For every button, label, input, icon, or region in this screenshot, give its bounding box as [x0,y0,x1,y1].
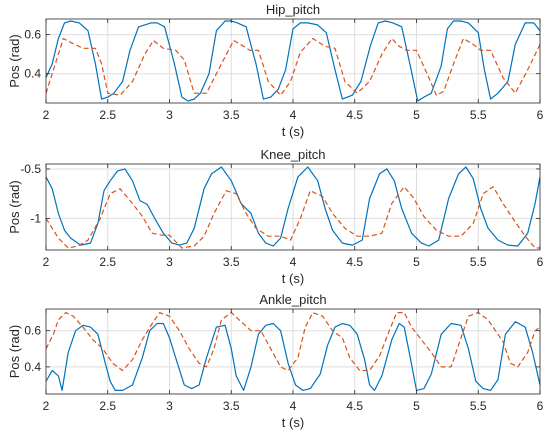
knee-pitch-y-tick-label: -0.5 [20,162,41,176]
ankle-pitch-x-tick-label: 5.5 [470,399,487,413]
knee-pitch-x-tick-label: 6 [537,255,544,269]
knee-pitch-title: Knee_pitch [260,147,325,162]
hip-pitch-series-dashed-line [46,37,540,96]
ankle-pitch-x-tick-label: 2 [43,399,50,413]
knee-pitch-x-tick-label: 3 [166,255,173,269]
ankle-pitch-x-axis-label: t (s) [282,415,304,430]
knee-pitch-x-tick-label: 2 [43,255,50,269]
hip-pitch-y-tick-label: 0.6 [24,28,41,42]
knee-pitch-x-tick-label: 4 [290,255,297,269]
ankle-pitch-title: Ankle_pitch [259,292,326,307]
hip-pitch-x-tick-label: 5.5 [470,108,487,122]
knee-pitch-series-dashed-line [46,186,540,249]
hip-pitch-x-tick-label: 3 [166,108,173,122]
ankle-pitch-x-tick-label: 4.5 [346,399,363,413]
knee-pitch-y-tick-label: -1 [30,211,41,225]
hip-pitch-y-axis-label: Pos (rad) [7,34,22,87]
hip-pitch-x-axis-label: t (s) [282,124,304,139]
knee-pitch-x-axis-label: t (s) [282,271,304,286]
hip-pitch-x-tick-label: 5 [413,108,420,122]
hip-pitch-y-tick-label: 0.4 [24,67,41,81]
hip-pitch-x-tick-label: 2 [43,108,50,122]
knee-pitch-x-tick-label: 3.5 [223,255,240,269]
ankle-pitch-x-tick-label: 3.5 [223,399,240,413]
knee-pitch-y-axis-label: Pos (rad) [7,180,22,233]
knee-pitch-x-tick-label: 2.5 [99,255,116,269]
hip-pitch-series-solid-line [46,20,540,102]
hip-pitch-x-tick-label: 2.5 [99,108,116,122]
hip-pitch-x-tick-label: 4 [290,108,297,122]
ankle-pitch-x-tick-label: 5 [413,399,420,413]
ankle-pitch-x-tick-label: 2.5 [99,399,116,413]
knee-pitch-series-solid-line [46,166,540,247]
ankle-pitch-y-tick-label: 0.4 [24,360,41,374]
knee-pitch-x-tick-label: 5.5 [470,255,487,269]
ankle-pitch-x-tick-label: 6 [537,399,544,413]
knee-pitch-x-tick-label: 5 [413,255,420,269]
knee-pitch-x-tick-label: 4.5 [346,255,363,269]
hip-pitch-title: Hip_pitch [266,2,320,17]
hip-pitch-x-tick-label: 6 [537,108,544,122]
ankle-pitch-y-tick-label: 0.6 [24,324,41,338]
hip-pitch-x-tick-label: 3.5 [223,108,240,122]
ankle-pitch-series-dashed-line [46,312,540,372]
ankle-pitch-x-tick-label: 4 [290,399,297,413]
ankle-pitch-x-tick-label: 3 [166,399,173,413]
ankle-pitch-y-axis-label: Pos (rad) [7,325,22,378]
hip-pitch-x-tick-label: 4.5 [346,108,363,122]
ankle-pitch-series-solid-line [46,321,540,391]
